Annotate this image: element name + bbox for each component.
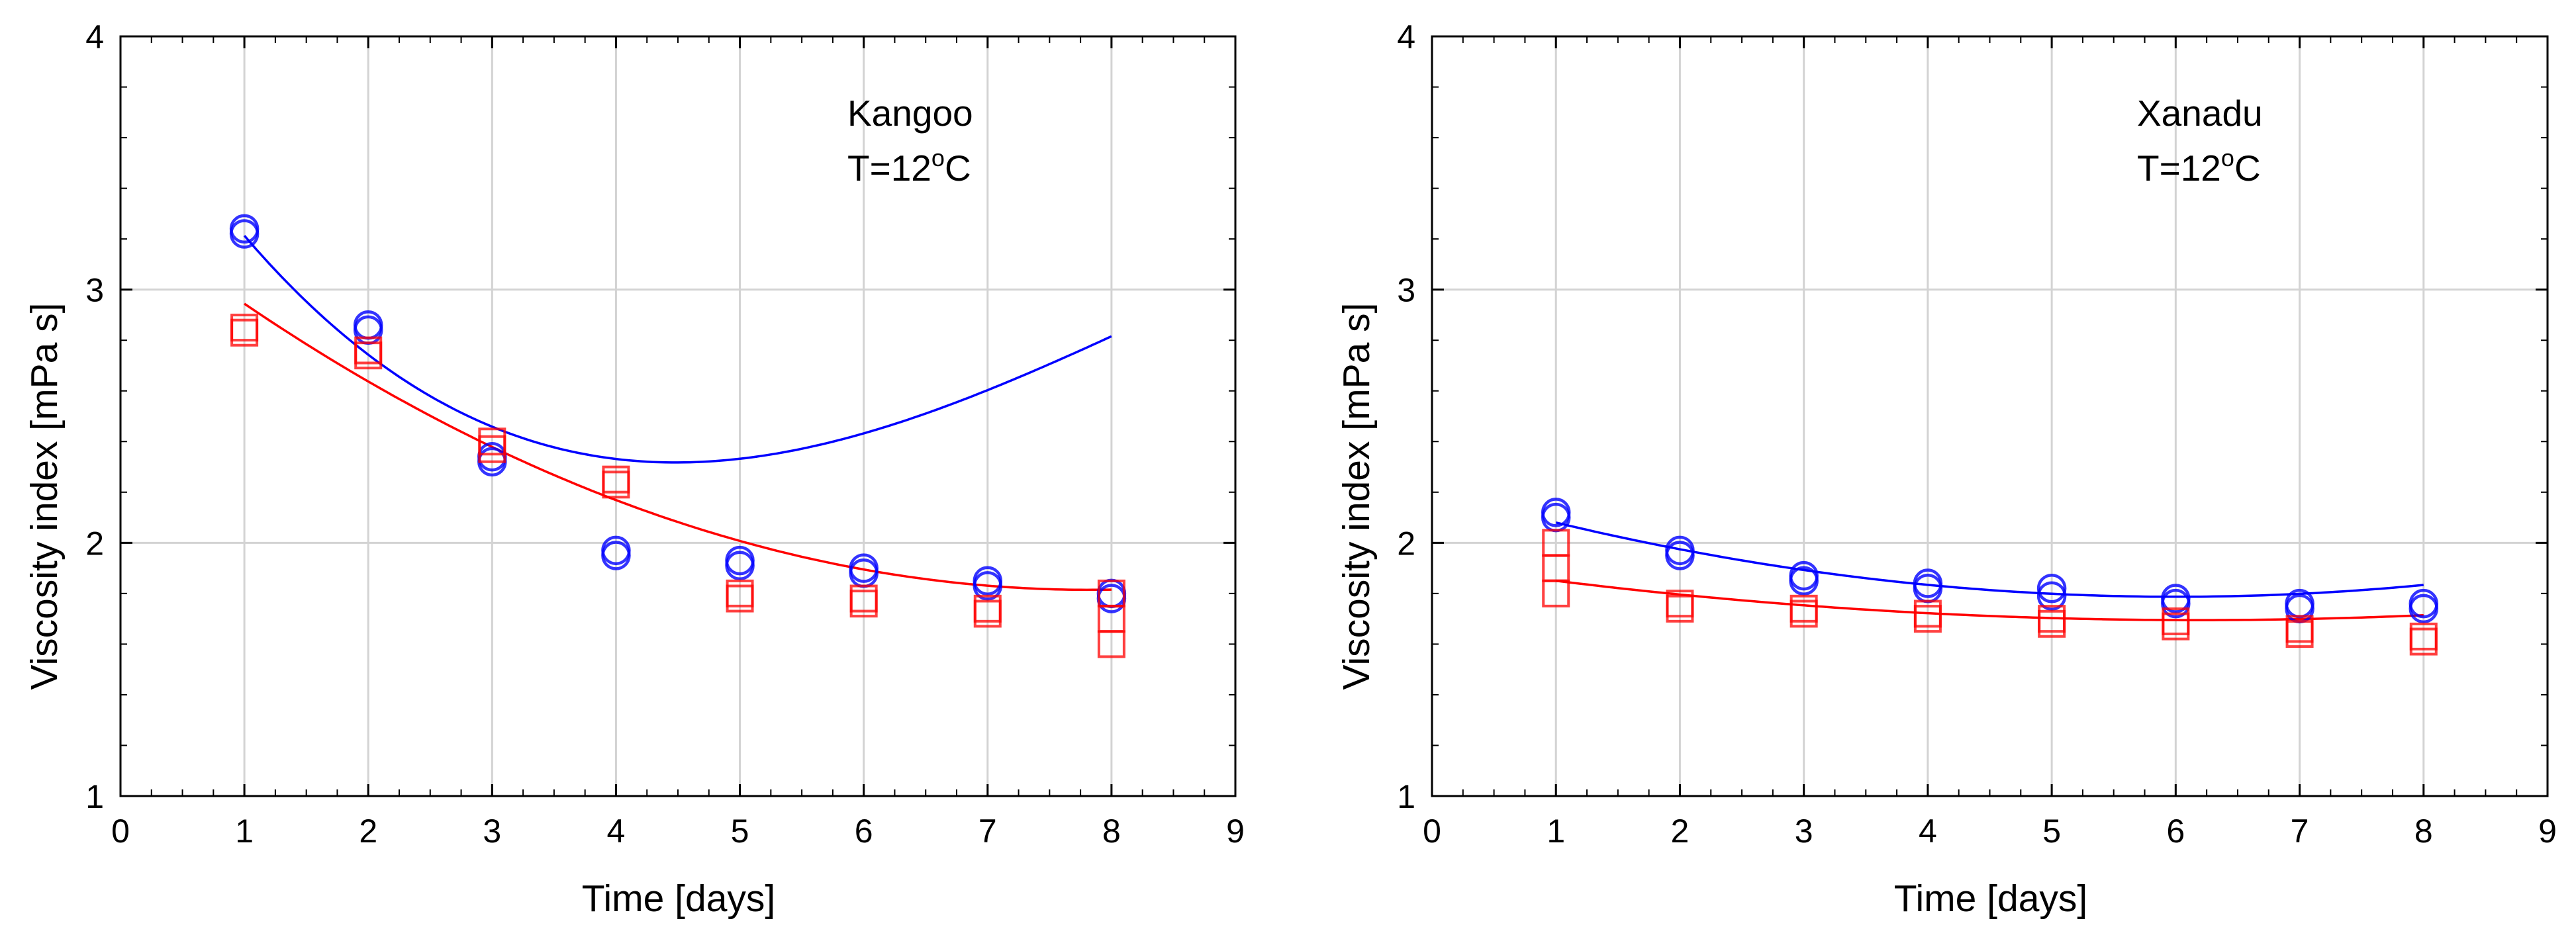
square-marker — [2162, 607, 2190, 635]
y-tick-label: 3 — [1397, 272, 1415, 309]
y-tick-label: 3 — [85, 272, 104, 309]
y-axis-title: Viscosity index [mPa s] — [23, 302, 66, 690]
square-marker — [478, 427, 506, 456]
y-tick-label: 1 — [85, 778, 104, 815]
circle-marker — [601, 535, 631, 566]
circle-marker — [1541, 498, 1571, 527]
squares-fit-curve — [1555, 579, 2424, 621]
x-tick-label: 9 — [2538, 813, 2557, 850]
square-marker — [1542, 529, 1570, 557]
panel-xanadu-label: Xanadu — [2137, 93, 2263, 134]
circles-fit-curve — [243, 234, 1112, 464]
square-marker — [1913, 600, 1942, 628]
x-tick-label: 6 — [855, 813, 873, 850]
x-tick-label: 6 — [2166, 813, 2185, 850]
y-tick-label: 2 — [85, 525, 104, 562]
circle-marker — [725, 545, 755, 576]
circle-marker — [1789, 560, 1819, 591]
square-marker — [726, 579, 754, 607]
plot-frame — [119, 35, 1237, 797]
y-tick-label: 1 — [1397, 778, 1415, 815]
y-tick-label: 2 — [1397, 525, 1415, 562]
x-tick-label: 5 — [2042, 813, 2061, 850]
x-tick-label: 3 — [483, 813, 501, 850]
panel-kangoo-temperature: T=12oC — [847, 144, 971, 189]
circles-fit-curve — [1555, 521, 2424, 598]
square-marker — [1666, 590, 1694, 618]
x-tick-label: 8 — [1102, 813, 1121, 850]
circle-marker — [2409, 588, 2439, 619]
panel-xanadu-temperature: T=12oC — [2137, 144, 2261, 189]
circle-marker — [973, 566, 1003, 596]
circle-marker — [849, 553, 879, 583]
squares-fit-curve — [244, 302, 1112, 592]
y-tick-label: 4 — [1397, 19, 1415, 56]
x-tick-label: 4 — [607, 813, 626, 850]
square-marker — [2038, 605, 2066, 633]
x-tick-label: 2 — [359, 813, 377, 850]
x-tick-label: 0 — [1423, 813, 1441, 850]
circle-marker — [229, 214, 260, 244]
panel-kangoo-label: Kangoo — [847, 93, 973, 134]
square-marker — [973, 594, 1002, 623]
x-tick-label: 1 — [1547, 813, 1565, 850]
x-tick-label: 2 — [1671, 813, 1690, 850]
square-marker — [354, 336, 383, 365]
x-tick-label: 4 — [1919, 813, 1937, 850]
circle-marker — [1665, 535, 1695, 566]
circle-marker — [2036, 581, 2067, 611]
circle-marker — [1913, 568, 1943, 598]
x-tick-label: 7 — [2291, 813, 2309, 850]
square-marker — [230, 314, 259, 342]
y-tick-label: 4 — [85, 19, 104, 56]
x-tick-label: 0 — [111, 813, 130, 850]
x-tick-label: 1 — [235, 813, 254, 850]
x-tick-label: 8 — [2414, 813, 2433, 850]
square-marker — [602, 465, 630, 494]
square-marker — [2409, 622, 2438, 650]
square-marker — [2285, 615, 2314, 643]
x-tick-label: 5 — [731, 813, 749, 850]
circle-marker — [2161, 584, 2191, 613]
square-marker — [1789, 594, 1818, 623]
x-axis-title: Time [days] — [1894, 877, 2087, 920]
x-tick-label: 9 — [1226, 813, 1245, 850]
square-marker — [1097, 579, 1125, 607]
y-axis-title: Viscosity index [mPa s] — [1335, 302, 1378, 690]
plot-frame — [1431, 35, 2549, 797]
square-marker — [849, 584, 878, 613]
x-tick-label: 7 — [978, 813, 997, 850]
x-axis-title: Time [days] — [582, 877, 775, 920]
circle-marker — [2036, 573, 2067, 603]
x-tick-label: 3 — [1795, 813, 1813, 850]
